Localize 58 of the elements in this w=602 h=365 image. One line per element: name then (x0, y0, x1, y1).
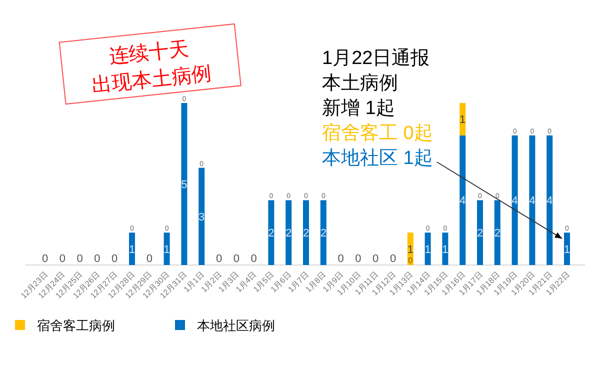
bar (129, 232, 135, 265)
annotation: 宿舍客工 0起 (322, 122, 433, 144)
data-label: 1 (460, 114, 466, 126)
text: 1月22日通报 (322, 48, 430, 69)
data-label: 5 (181, 179, 188, 191)
data-label: 2 (494, 228, 500, 240)
bar (460, 135, 466, 265)
data-label: 2 (476, 228, 484, 240)
data-label: 1 (128, 244, 136, 256)
bar (424, 232, 431, 265)
data-label: 1 (424, 244, 431, 256)
bar (460, 103, 466, 136)
bar (164, 232, 170, 265)
data-label: 0 (338, 253, 344, 265)
data-label: 0 (355, 253, 362, 265)
data-label: 0 (76, 253, 83, 265)
bar (181, 103, 188, 265)
data-label: 0 (59, 253, 66, 265)
bar (529, 135, 536, 265)
legend-label: 宿舍客工病例 (37, 318, 115, 333)
bar (303, 200, 309, 265)
data-label: 1 (564, 244, 570, 256)
bar (477, 200, 483, 265)
data-label: 0 (146, 253, 152, 265)
data-label: 4 (460, 195, 466, 208)
data-label: 2 (286, 228, 292, 240)
data-label: 0 (390, 253, 396, 265)
bar (564, 232, 570, 265)
data-label: 4 (529, 195, 536, 208)
data-label: 0 (94, 253, 100, 265)
data-label: 0 (233, 253, 240, 265)
data-label: 4 (512, 195, 518, 208)
data-label: 0 (372, 253, 379, 265)
annotation: 本地社区 1起 (322, 148, 433, 169)
data-label: 2 (268, 228, 274, 240)
data-label: 0 (250, 253, 257, 265)
data-label: 0 (112, 253, 118, 265)
data-label: 2 (302, 228, 310, 240)
bar (286, 200, 292, 265)
data-label: 2 (320, 228, 326, 240)
text: 本土病例 (322, 73, 398, 94)
bar (546, 135, 553, 265)
data-label: 1 (164, 244, 170, 256)
bar (494, 200, 500, 265)
data-label: 4 (546, 195, 553, 208)
data-label: 3 (198, 211, 205, 224)
data-label: 0 (42, 253, 48, 265)
bar (320, 200, 326, 265)
bar (198, 168, 205, 265)
data-label: 0 (216, 253, 222, 265)
data-label: 1 (442, 244, 448, 256)
data-label: 1 (407, 244, 414, 256)
bar (268, 200, 274, 265)
bar (442, 232, 448, 265)
legend-label: 本地社区病例 (197, 318, 275, 333)
annotation: 新增 1起 (322, 97, 395, 119)
bar (512, 135, 518, 265)
labels: 0 (408, 256, 413, 265)
